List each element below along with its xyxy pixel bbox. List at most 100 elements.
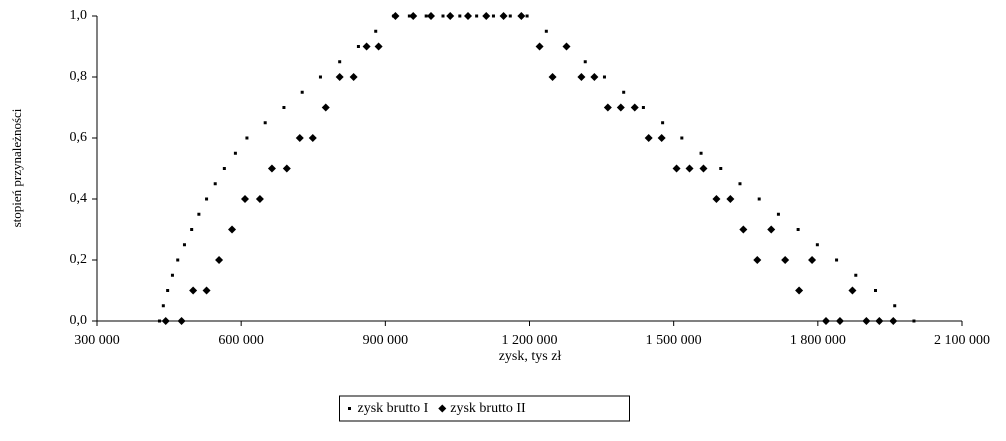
legend-label: zysk brutto I (358, 401, 429, 416)
diamond-point (409, 12, 418, 20)
square-point (348, 407, 351, 410)
x-tick-label: 1 200 000 (502, 333, 558, 348)
square-point (815, 243, 819, 247)
square-point (602, 75, 606, 79)
square-point (835, 258, 839, 262)
square-point (796, 228, 800, 231)
square-point (222, 167, 226, 170)
diamond-point (862, 317, 871, 325)
square-point (374, 29, 378, 33)
diamond-point (426, 12, 435, 20)
x-tick-label: 300 000 (74, 333, 120, 348)
square-point (912, 319, 916, 323)
diamond-point (644, 134, 653, 142)
legend-label: zysk brutto II (450, 401, 526, 416)
square-point (738, 182, 742, 186)
square-point (508, 14, 512, 18)
square-point (213, 182, 217, 186)
diamond-point (335, 73, 344, 81)
diamond-point (362, 42, 371, 51)
square-point (245, 136, 249, 140)
square-point (166, 289, 170, 292)
y-axis-title: stopień przynależności (9, 108, 24, 227)
diamond-point (517, 12, 526, 20)
diamond-point (255, 195, 264, 203)
diamond-point (295, 134, 304, 142)
diamond-point (189, 286, 198, 295)
y-tick-label: 1,0 (70, 8, 88, 23)
diamond-point (726, 195, 735, 203)
x-tick-label: 1 800 000 (790, 333, 846, 348)
diamond-point (177, 317, 186, 325)
square-point (874, 289, 877, 292)
square-point (622, 90, 626, 94)
diamond-point (767, 225, 776, 234)
square-point (441, 14, 445, 18)
square-point (525, 14, 529, 18)
x-axis-title: zysk, tys zł (499, 349, 562, 364)
square-point (205, 197, 209, 201)
square-point (699, 151, 703, 155)
diamond-point (499, 12, 508, 20)
diamond-point (349, 73, 358, 81)
diamond-point (808, 256, 817, 264)
diamond-point (463, 12, 472, 20)
diamond-point (321, 103, 330, 112)
diamond-point (753, 256, 762, 264)
square-point (176, 258, 180, 262)
diamond-point (795, 286, 804, 295)
square-point (190, 228, 194, 231)
square-point (318, 75, 322, 79)
diamond-point (822, 317, 831, 325)
square-point (356, 45, 360, 48)
x-tick-label: 600 000 (218, 333, 264, 348)
y-tick-label: 0,4 (70, 191, 88, 206)
diamond-point (616, 103, 625, 112)
diamond-point (699, 164, 708, 173)
square-point (233, 151, 237, 155)
diamond-point (630, 103, 639, 112)
legend-box (339, 395, 630, 422)
diamond-point (548, 73, 557, 81)
square-point (161, 304, 165, 308)
diamond-point (875, 317, 884, 325)
diamond-point (446, 12, 455, 20)
diamond-point (267, 164, 276, 173)
diamond-point (712, 195, 721, 203)
diamond-point (202, 286, 211, 295)
diamond-point (282, 164, 291, 173)
square-point (338, 60, 342, 64)
diamond-point (241, 195, 250, 203)
diamond-point (657, 134, 666, 142)
square-point (854, 273, 858, 277)
square-point (182, 243, 186, 247)
diamond-point (161, 317, 170, 325)
x-tick-label: 2 100 000 (934, 333, 990, 348)
square-point (458, 14, 462, 18)
diamond-point (889, 317, 898, 325)
square-point (661, 121, 665, 125)
square-point (776, 212, 780, 216)
diamond-point (535, 42, 544, 51)
diamond-point (835, 317, 844, 325)
diamond-point (603, 103, 612, 112)
square-point (544, 29, 548, 33)
square-point (170, 273, 174, 277)
diamond-point (438, 404, 447, 413)
x-tick-label: 1 500 000 (646, 333, 702, 348)
diamond-point (482, 12, 491, 20)
diamond-point (577, 73, 586, 81)
diamond-point (562, 42, 571, 51)
y-tick-label: 0,8 (70, 69, 88, 84)
square-point (475, 14, 479, 18)
square-point (424, 14, 428, 18)
diamond-point (672, 164, 681, 173)
square-point (197, 212, 201, 216)
diamond-point (739, 225, 748, 234)
square-point (157, 319, 161, 323)
diamond-point (590, 73, 599, 81)
diamond-point (374, 42, 383, 51)
square-point (583, 60, 587, 64)
